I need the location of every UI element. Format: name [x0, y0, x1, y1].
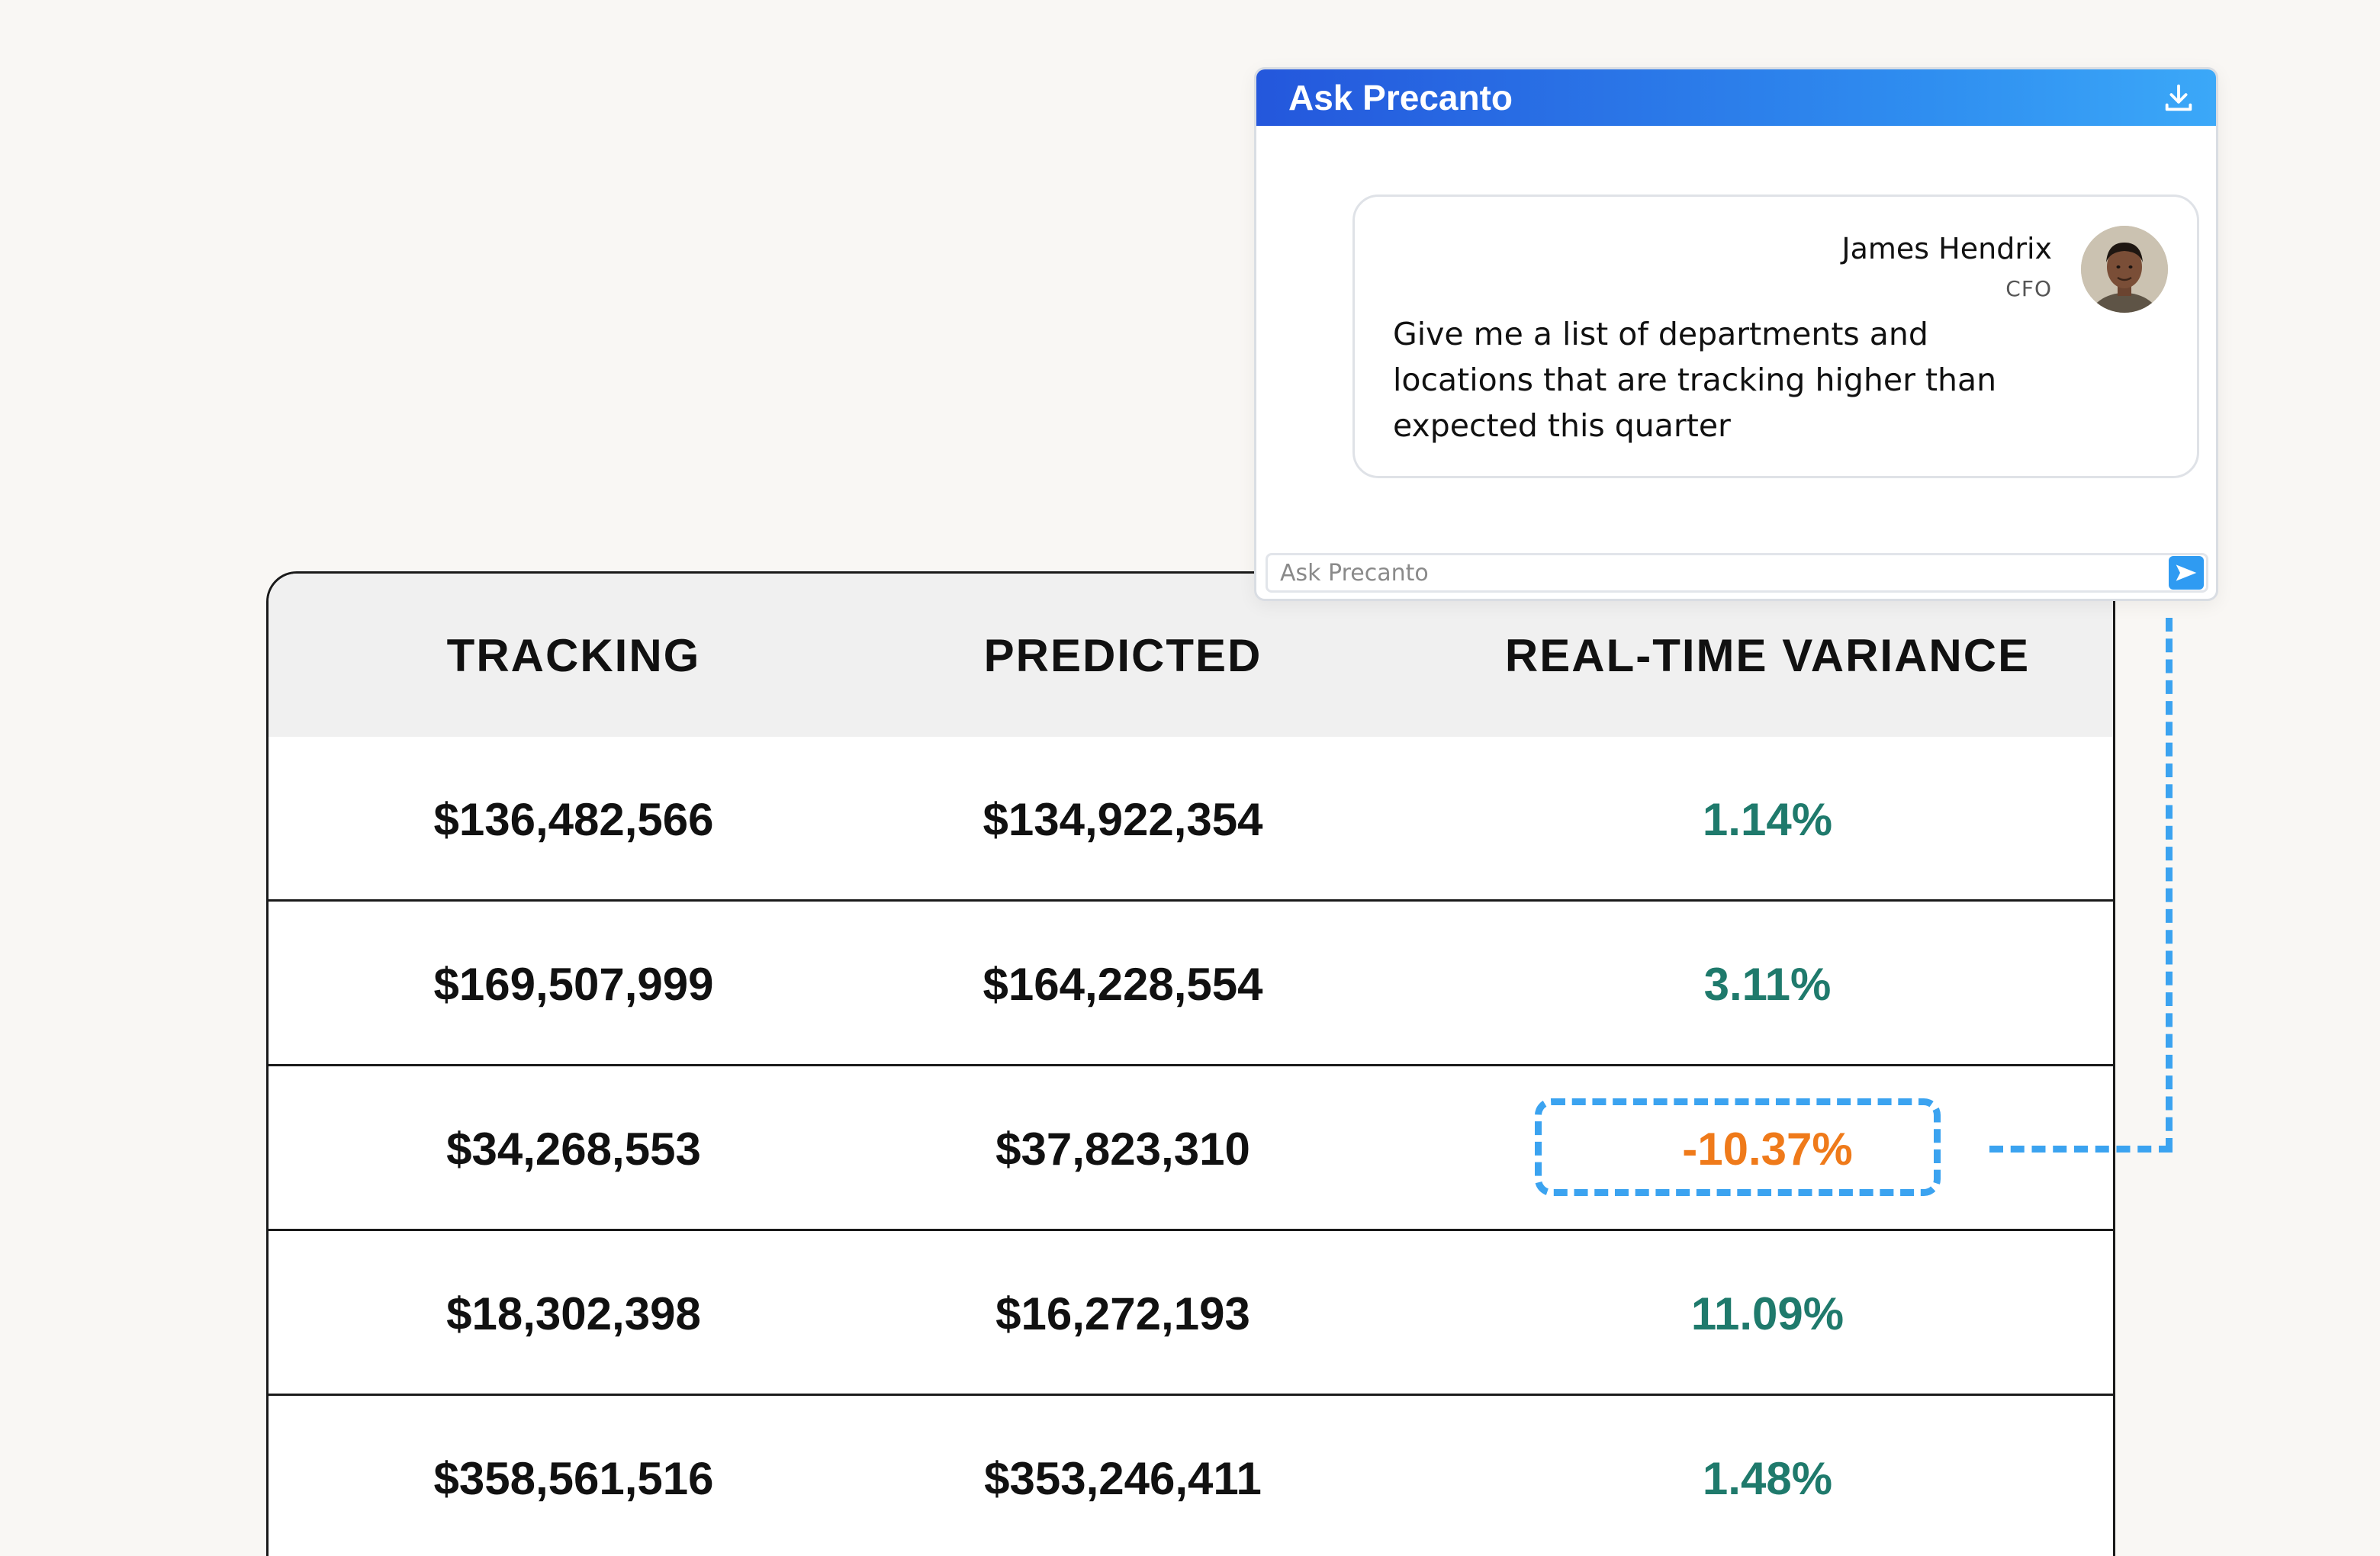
- table-row: $18,302,398 $16,272,193 11.09%: [269, 1231, 2113, 1396]
- cell-predicted: $164,228,554: [983, 958, 1263, 1010]
- cell-predicted: $16,272,193: [995, 1288, 1250, 1339]
- cell-variance: 3.11%: [1703, 958, 1832, 1010]
- table-row: $358,561,516 $353,246,411 1.48%: [269, 1396, 2113, 1556]
- avatar: [2081, 226, 2168, 313]
- connector-line-horizontal: [1989, 1146, 2173, 1153]
- cell-variance-highlighted: -10.37%: [1682, 1123, 1853, 1175]
- ask-precanto-panel: Ask Precanto James Hendrix CFO: [1254, 67, 2218, 601]
- message-text: Give me a list of departments and locati…: [1393, 316, 1997, 444]
- cell-tracking: $358,561,516: [433, 1452, 714, 1504]
- cell-variance: 1.48%: [1702, 1452, 1833, 1504]
- variance-highlight-box: [1535, 1098, 1941, 1196]
- sender-name: James Hendrix: [1841, 232, 2052, 265]
- chat-message: James Hendrix CFO Give me a list of depa…: [1352, 194, 2199, 478]
- cell-tracking: $34,268,553: [446, 1123, 701, 1175]
- cell-tracking: $18,302,398: [446, 1288, 701, 1339]
- ask-input[interactable]: [1266, 553, 2208, 593]
- table-row: $169,507,999 $164,228,554 3.11%: [269, 902, 2113, 1066]
- connector-line-vertical: [2166, 618, 2173, 1152]
- table-row: $136,482,566 $134,922,354 1.14%: [269, 737, 2113, 902]
- send-button[interactable]: [2169, 556, 2204, 590]
- cell-predicted: $134,922,354: [983, 793, 1263, 845]
- cell-tracking: $136,482,566: [433, 793, 714, 845]
- chat-header: Ask Precanto: [1256, 69, 2216, 126]
- cell-variance: 1.14%: [1702, 793, 1833, 845]
- header-real-time-variance: REAL-TIME VARIANCE: [1504, 629, 2031, 681]
- header-tracking: TRACKING: [446, 629, 701, 681]
- cell-predicted: $37,823,310: [995, 1123, 1250, 1175]
- variance-table: TRACKING PREDICTED REAL-TIME VARIANCE $1…: [266, 571, 2115, 1556]
- cell-predicted: $353,246,411: [984, 1452, 1262, 1504]
- cell-variance: 11.09%: [1690, 1288, 1844, 1339]
- sender-role: CFO: [2005, 276, 2052, 301]
- table-row: $34,268,553 $37,823,310 -10.37%: [269, 1066, 2113, 1231]
- cell-tracking: $169,507,999: [433, 958, 714, 1010]
- send-icon: [2176, 564, 2197, 581]
- download-icon[interactable]: [2161, 80, 2196, 115]
- chat-title: Ask Precanto: [1288, 78, 1513, 117]
- header-predicted: PREDICTED: [983, 629, 1262, 681]
